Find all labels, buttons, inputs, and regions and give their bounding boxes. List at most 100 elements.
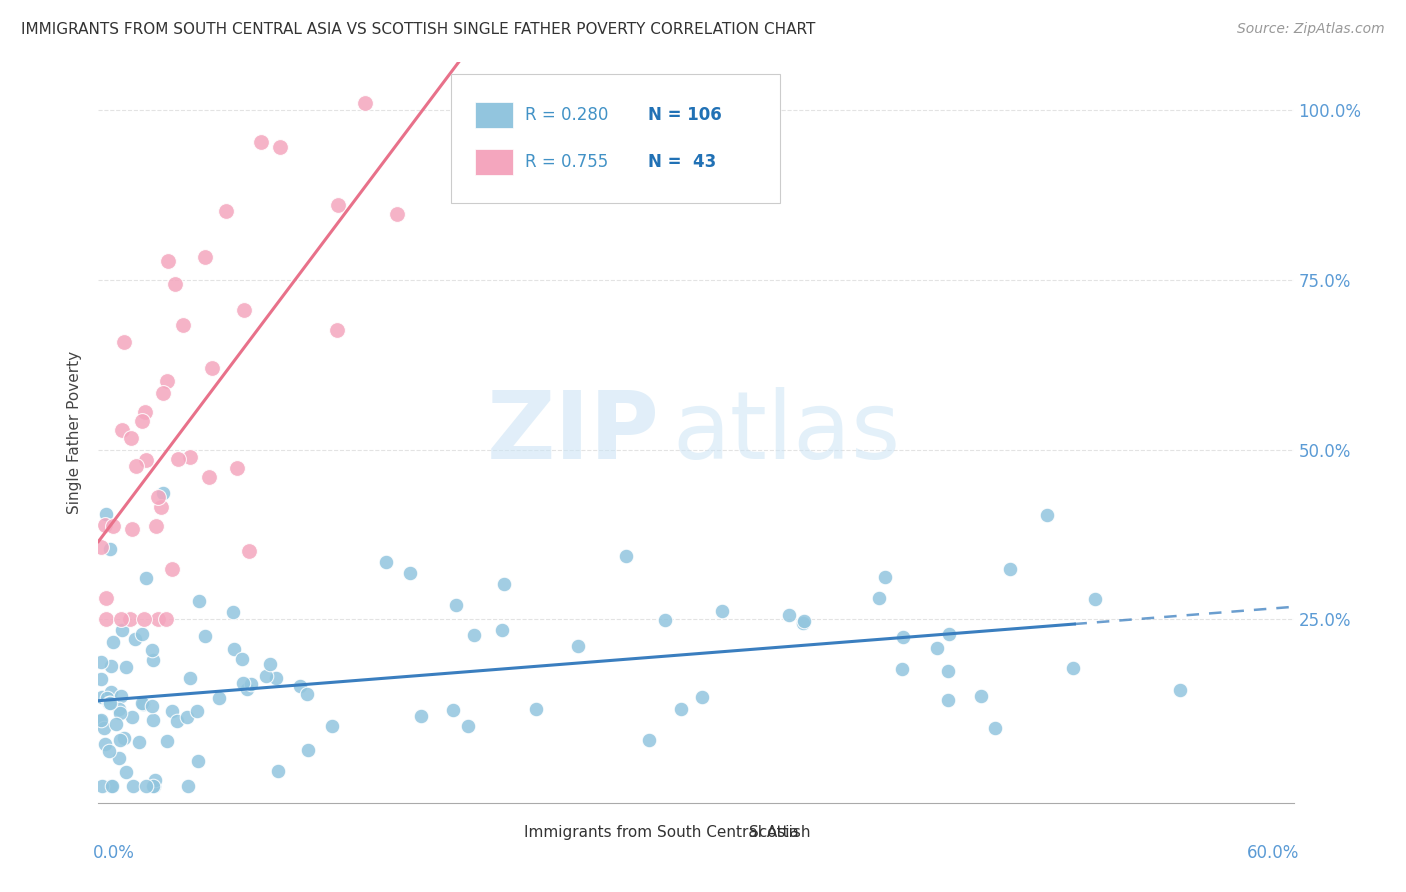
Point (998, 562, 1021, 576)
Point (150, 500, 173, 514)
Point (778, 607, 800, 622)
Text: Immigrants from South Central Asia: Immigrants from South Central Asia (524, 825, 799, 840)
Point (249, 135, 271, 149)
Point (156, 734, 179, 748)
Point (215, 203, 238, 218)
Point (142, 713, 165, 727)
Point (179, 450, 201, 464)
Point (96, 508, 118, 522)
Point (197, 470, 219, 484)
Point (110, 689, 132, 703)
Point (936, 665, 959, 679)
Point (239, 677, 262, 691)
Point (891, 631, 914, 645)
Point (526, 702, 548, 716)
Point (288, 679, 311, 693)
Point (399, 566, 422, 581)
Point (463, 627, 485, 641)
Point (222, 605, 245, 619)
Point (236, 682, 259, 697)
Point (166, 714, 188, 729)
Point (90, 541, 112, 555)
Point (231, 652, 253, 666)
Point (96, 690, 118, 705)
Point (89, 714, 111, 728)
Point (125, 458, 148, 473)
Point (295, 688, 318, 702)
Point (101, 635, 124, 649)
Point (148, 490, 170, 504)
Point (207, 691, 229, 706)
Point (326, 198, 349, 212)
Point (112, 731, 135, 746)
Point (91, 690, 114, 705)
Point (131, 696, 153, 710)
Point (970, 689, 993, 703)
Point (100, 659, 122, 673)
Point (224, 641, 246, 656)
Point (108, 751, 131, 765)
Point (156, 374, 179, 388)
Point (132, 698, 155, 712)
Point (1035, 508, 1057, 523)
Text: 0.0%: 0.0% (93, 844, 135, 862)
Text: N = 106: N = 106 (648, 106, 721, 124)
Point (297, 743, 319, 757)
Point (94, 612, 117, 626)
Point (124, 632, 146, 646)
Point (172, 318, 194, 332)
Point (120, 431, 142, 445)
Point (118, 612, 141, 626)
Point (409, 709, 432, 723)
Point (166, 452, 188, 467)
Point (936, 692, 959, 706)
Point (267, 764, 290, 778)
Point (225, 461, 247, 475)
Point (128, 735, 150, 749)
Point (938, 627, 960, 641)
Point (148, 612, 170, 626)
Point (491, 624, 513, 638)
Point (93, 721, 115, 735)
Point (457, 718, 479, 732)
Point (121, 710, 143, 724)
Point (97, 696, 120, 710)
FancyBboxPatch shape (706, 822, 740, 844)
Point (145, 519, 167, 533)
Text: Source: ZipAtlas.com: Source: ZipAtlas.com (1237, 22, 1385, 37)
Point (160, 562, 183, 576)
Point (122, 779, 145, 793)
Point (156, 253, 179, 268)
Point (638, 732, 661, 747)
Point (94, 517, 117, 532)
Point (891, 662, 914, 676)
Point (984, 721, 1007, 735)
Point (142, 779, 165, 793)
Point (186, 704, 208, 718)
Point (91, 779, 114, 793)
Point (176, 779, 198, 793)
Text: N =  43: N = 43 (648, 153, 717, 170)
Point (467, 96, 489, 111)
Text: IMMIGRANTS FROM SOUTH CENTRAL ASIA VS SCOTTISH SINGLE FATHER POVERTY CORRELATION: IMMIGRANTS FROM SOUTH CENTRAL ASIA VS SC… (21, 22, 815, 37)
Point (259, 657, 281, 671)
Point (89, 672, 111, 686)
Point (98, 696, 121, 710)
Point (233, 303, 256, 318)
FancyBboxPatch shape (451, 73, 780, 203)
Point (179, 672, 201, 686)
Point (114, 764, 136, 779)
Point (131, 414, 153, 428)
Point (187, 594, 209, 608)
Point (321, 719, 343, 733)
Point (176, 709, 198, 723)
Point (131, 627, 153, 641)
Point (135, 779, 157, 793)
Point (121, 522, 143, 536)
Point (100, 685, 122, 699)
Point (100, 779, 122, 793)
Point (187, 754, 209, 768)
Point (101, 519, 124, 533)
Point (375, 555, 398, 569)
Text: 60.0%: 60.0% (1247, 844, 1299, 862)
